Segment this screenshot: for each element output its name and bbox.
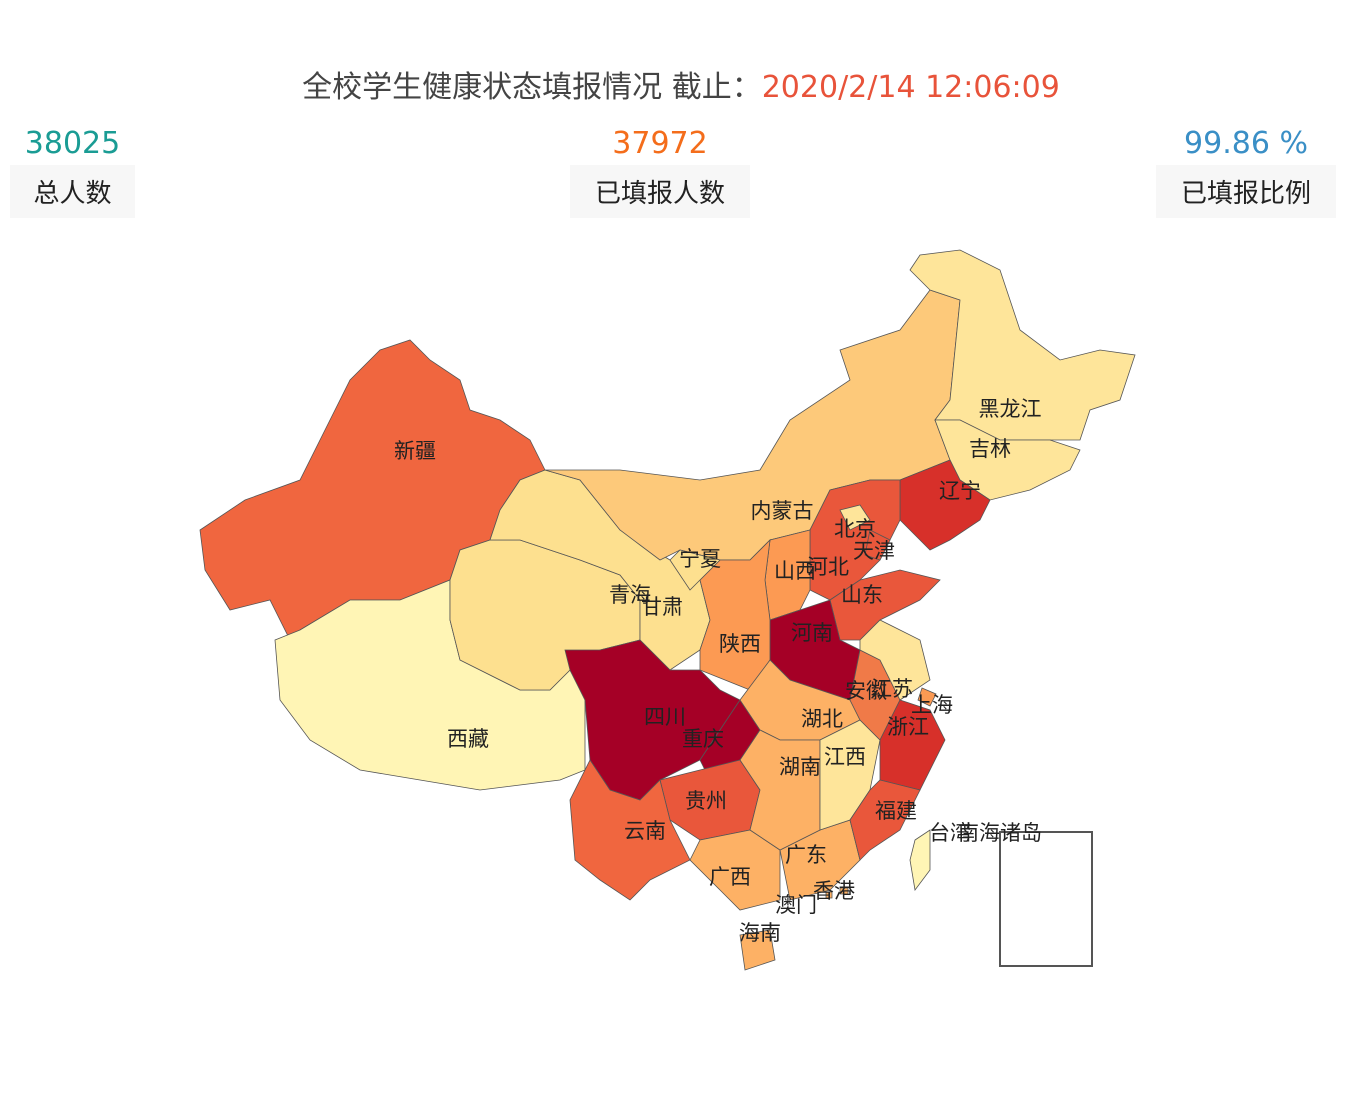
province [739, 929, 776, 971]
province-label: 北京 [834, 517, 876, 541]
province [909, 829, 931, 891]
province-label: 浙江 [887, 715, 929, 739]
province-label: 香港 [813, 879, 855, 903]
page-title: 全校学生健康状态填报情况 截止：2020/2/14 12:06:09 [0, 62, 1362, 106]
stat-value: 38025 [24, 126, 121, 161]
stat-label: 已填报比例 [1156, 165, 1336, 218]
province [839, 504, 871, 531]
province-label: 湖南 [779, 755, 821, 779]
province-label: 重庆 [682, 727, 724, 751]
province-label: 河南 [791, 621, 833, 645]
province-label: 内蒙古 [751, 499, 814, 523]
stat-label: 总人数 [10, 165, 135, 218]
province-label: 广东 [785, 843, 827, 867]
province-label: 陕西 [719, 632, 761, 656]
province-label: 江西 [824, 745, 866, 769]
province [669, 549, 721, 591]
province-label: 西藏 [447, 727, 489, 751]
province [825, 891, 833, 899]
province-label: 吉林 [969, 437, 1011, 461]
province-label: 云南 [624, 819, 666, 843]
stat-ratio: 99.86 % 已填报比例 [1156, 126, 1336, 218]
province-label: 山东 [841, 583, 883, 607]
province [864, 529, 891, 561]
province [839, 887, 849, 895]
stat-total: 38025 总人数 [10, 126, 135, 218]
province [829, 569, 941, 641]
province [849, 779, 921, 861]
province-label: 福建 [875, 799, 917, 823]
province-label: 贵州 [685, 789, 727, 813]
province-label: 天津 [853, 539, 895, 563]
province-label: 广西 [709, 865, 751, 889]
province-label: 甘肃 [641, 595, 683, 619]
province-label: 新疆 [394, 439, 436, 463]
timestamp: 2020/2/14 12:06:09 [761, 70, 1060, 105]
province-label: 湖北 [801, 707, 843, 731]
province-label: 南海诸岛 [958, 821, 1042, 845]
province [569, 759, 691, 901]
province-label: 宁夏 [679, 547, 721, 571]
province [899, 459, 991, 551]
province [917, 687, 937, 707]
province-label: 澳门 [775, 893, 817, 917]
stat-label: 已填报人数 [570, 165, 750, 218]
title-text: 全校学生健康状态填报情况 截止： [302, 70, 762, 105]
province-label: 海南 [739, 921, 781, 945]
province-label: 四川 [644, 705, 686, 729]
stat-filled: 37972 已填报人数 [570, 126, 750, 218]
province-label: 台湾 [929, 821, 971, 845]
stat-value: 99.86 % [1184, 126, 1308, 161]
stat-value: 37972 [612, 126, 708, 161]
province-label: 山西 [774, 559, 816, 583]
province [859, 619, 931, 701]
province [999, 831, 1093, 967]
province-label: 黑龙江 [979, 397, 1042, 421]
province-label: 安徽 [845, 679, 887, 703]
province-label: 青海 [609, 583, 651, 607]
province-label: 辽宁 [939, 479, 981, 503]
province-label: 江苏 [871, 677, 913, 701]
province [689, 829, 781, 911]
province-label: 上海 [911, 693, 953, 717]
province-label: 河北 [807, 555, 849, 579]
